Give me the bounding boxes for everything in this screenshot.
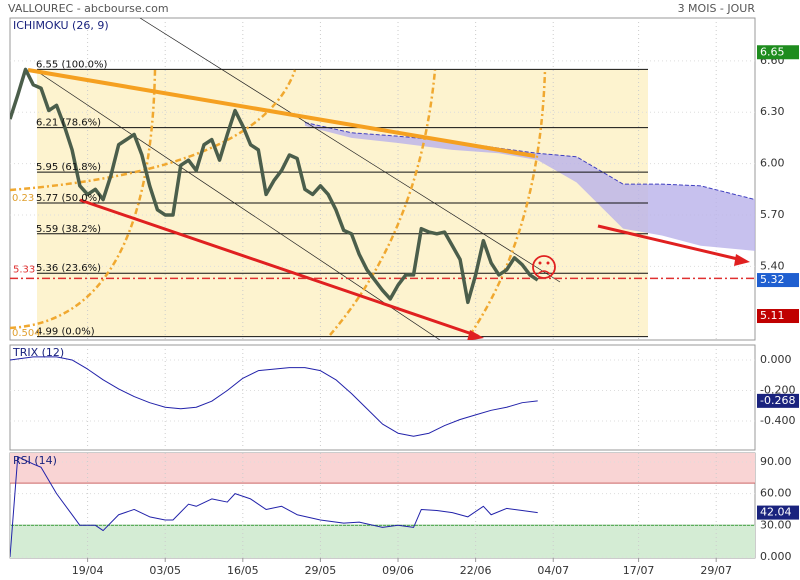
fib-label: 5.59 (38.2%) — [36, 224, 101, 235]
header-period: 3 MOIS - JOUR — [678, 2, 756, 15]
fib-label: 5.36 (23.6%) — [36, 263, 101, 274]
price-marker-label: 5.11 — [760, 309, 785, 322]
y-tick-label: 0.000 — [760, 353, 792, 366]
arc-label: 0.23 — [12, 193, 34, 204]
diag-line — [34, 69, 441, 340]
series-line — [10, 67, 539, 305]
y-tick-label: 6.00 — [760, 157, 785, 170]
arc-label: 0.504 — [12, 328, 41, 339]
fib-label: 5.95 (61.8%) — [36, 162, 101, 173]
y-tick-label: 5.70 — [760, 208, 785, 221]
header-title: VALLOUREC - abcbourse.com — [8, 2, 169, 15]
x-tick-label: 16/05 — [227, 564, 259, 577]
price-marker-label: 5.32 — [760, 273, 785, 286]
layers: 5.405.706.006.306.606.55 (100.0%)6.21 (7… — [9, 17, 799, 577]
x-tick-label: 22/06 — [460, 564, 492, 577]
panel-frame — [9, 344, 756, 451]
sad-eye — [546, 261, 550, 265]
plot-area — [10, 453, 755, 558]
fib-arc — [10, 69, 297, 192]
series-line — [10, 356, 538, 437]
fib-label: 6.55 (100.0%) — [36, 59, 107, 70]
last-value-box — [757, 505, 799, 520]
y-tick-label: 0.000 — [760, 550, 792, 563]
plot-area — [10, 18, 755, 340]
last-value-box — [757, 393, 799, 408]
plot-area — [10, 345, 755, 450]
fib-arc — [468, 69, 547, 336]
fib-label: 4.99 (0.0%) — [36, 327, 95, 338]
x-tick-label: 03/05 — [149, 564, 181, 577]
price-marker — [757, 309, 799, 324]
last-value-label: 42.04 — [760, 506, 792, 519]
y-tick-label: 6.30 — [760, 105, 785, 118]
price-marker — [757, 45, 799, 60]
panel: 5.405.706.006.306.606.55 (100.0%)6.21 (7… — [9, 17, 799, 341]
price-marker — [757, 273, 799, 288]
sad-eye — [538, 261, 542, 265]
series-line — [10, 456, 538, 557]
price-marker-label: 6.65 — [760, 45, 785, 58]
last-value-label: -0.268 — [760, 394, 795, 407]
ichimoku-cloud — [304, 122, 755, 251]
y-tick-label: 90.00 — [760, 455, 792, 468]
x-tick-label: 19/04 — [72, 564, 104, 577]
x-tick-label: 17/07 — [623, 564, 655, 577]
x-tick-label: 29/05 — [305, 564, 337, 577]
x-tick-label: 04/07 — [537, 564, 569, 577]
sad-mouth — [537, 270, 551, 275]
y-tick-label: 5.40 — [760, 259, 785, 272]
ref-label: 5.33 — [13, 264, 35, 275]
fib-arc — [329, 69, 437, 336]
oversold-band — [10, 525, 755, 558]
y-tick-label: 30.00 — [760, 518, 792, 531]
y-tick-label: -0.200 — [760, 383, 795, 396]
fib-label: 5.77 (50.0%) — [36, 193, 101, 204]
trend-arrow — [79, 198, 479, 338]
fib-label: 6.21 (78.6%) — [36, 118, 101, 129]
x-tick-label: 09/06 — [382, 564, 414, 577]
panel-title: RSI (14) — [13, 454, 57, 467]
y-tick-label: 60.00 — [760, 487, 792, 500]
trend-arrow — [27, 68, 536, 158]
overbought-band — [10, 453, 755, 484]
cloud-upper — [304, 121, 755, 201]
panel-title: ICHIMOKU (26, 9) — [13, 19, 109, 32]
trend-arrow — [597, 224, 743, 262]
panel: 0.000 -0.200 -0.400 TRIX (12) -0.268 — [9, 344, 799, 451]
x-tick-label: 29/07 — [700, 564, 732, 577]
arrow-head — [734, 254, 750, 266]
panel-title: TRIX (12) — [12, 346, 64, 359]
diag-line — [139, 18, 561, 283]
panel: 90.00 60.00 30.00 0.000 RSI (14) 42.04 — [9, 452, 799, 563]
fib-arc — [10, 69, 157, 330]
arrow-head — [467, 330, 484, 340]
y-tick-label: -0.400 — [760, 414, 795, 427]
